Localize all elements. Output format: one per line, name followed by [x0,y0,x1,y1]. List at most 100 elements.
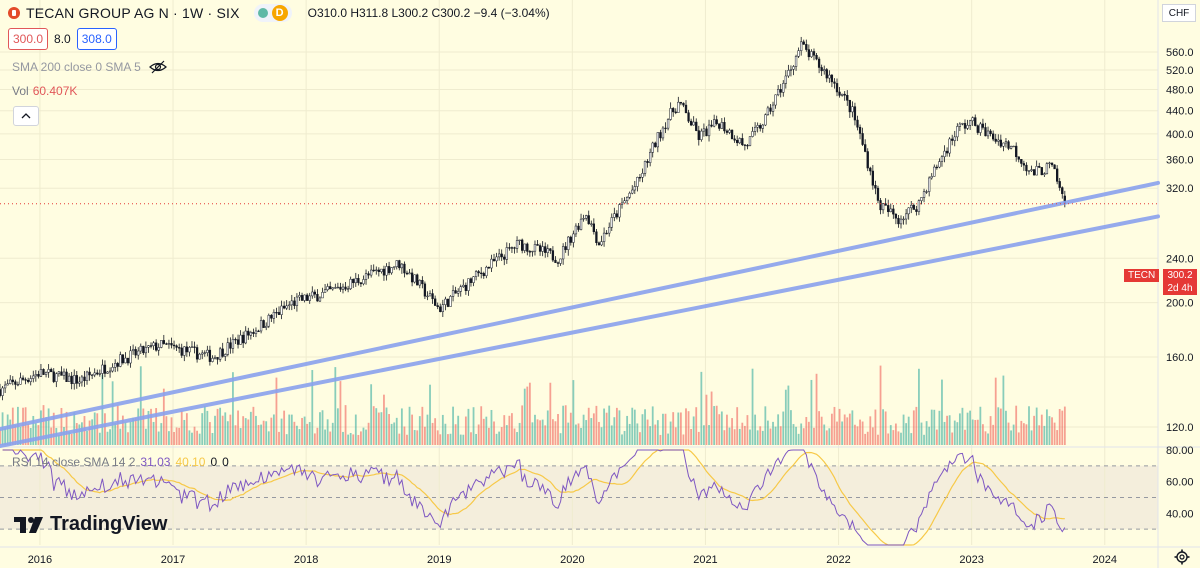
volume-bar [754,414,757,445]
volume-bar [288,414,291,445]
candle-body [705,128,708,137]
candle-body [1015,145,1018,158]
volume-bar [372,406,375,445]
candle-body [515,240,519,249]
volume-bar [313,433,316,445]
candle-body [362,279,365,285]
volume-bar [828,428,831,445]
hidden-eye-icon[interactable] [148,60,167,74]
candle-body [907,207,910,215]
time-tick-label: 2024 [1093,554,1117,566]
volume-bar [1015,405,1018,445]
symbol-price-tag: TECN [1124,269,1160,282]
candle-body [649,152,652,163]
candle-body [242,334,245,344]
candle-body [1040,167,1043,176]
volume-bar [78,424,81,445]
volume-bar [239,428,242,445]
volume-bar [700,371,703,445]
candle-body [718,123,721,129]
collapse-legend-button[interactable] [13,106,39,126]
candle-body [677,101,680,113]
volume-bar [306,423,309,445]
buy-button[interactable]: 308.0 [76,28,117,50]
volume-bar [746,415,749,445]
candle-body [602,232,606,242]
candle-body [992,133,995,140]
candle-body [213,357,217,359]
candle-body [659,132,662,139]
candle-body [567,236,570,250]
candle-body [300,295,304,301]
volume-bar [265,421,268,445]
candle-body [538,245,542,252]
volume-bar [385,407,388,445]
volume-bar [155,408,158,445]
candle-body [482,273,485,277]
candle-body [288,304,291,307]
volume-bar [603,408,605,445]
sma-legend[interactable]: SMA 200 close 0 SMA 5 [12,60,167,74]
candle-body [352,278,355,284]
volume-bar [951,432,954,445]
quote-box: 300.0 8.0 308.0 [8,28,117,50]
settings-gear-icon[interactable] [1174,549,1190,565]
candle-body [188,347,191,353]
candle-body [103,364,107,374]
candle-body [114,363,117,368]
volume-bar [211,433,214,445]
spread-value: 8.0 [54,32,71,46]
volume-bar [690,429,693,445]
symbol-title[interactable]: TECAN GROUP AG N · 1W · SIX [26,5,240,21]
volume-bar [459,434,462,445]
rsi-legend[interactable]: RSI 14 close SMA 14 2 31.03 40.10 0 0 [12,455,229,469]
candle-body [774,94,777,106]
volume-bar [720,411,723,445]
candle-body [316,293,319,302]
candle-body [981,123,985,128]
currency-selector[interactable]: CHF [1162,4,1196,22]
chevron-up-icon [21,113,31,119]
volume-bar [761,430,764,445]
rsi-tick-label: 80.00 [1166,445,1194,457]
tradingview-logo[interactable]: TradingView [14,513,167,536]
volume-bar [467,408,470,445]
volume-bar [961,407,964,445]
candle-body [382,268,386,276]
candle-body [306,294,309,301]
volume-legend[interactable]: Vol 60.407K [12,84,77,98]
volume-bar [480,406,483,445]
sell-button[interactable]: 300.0 [8,28,49,50]
volume-bar [879,365,882,445]
candle-body [840,93,844,96]
volume-bar [260,424,262,445]
candle-body [628,192,631,198]
volume-bar [613,417,616,445]
volume-bar [1058,409,1061,445]
candle-body [587,215,590,225]
volume-bar [449,433,452,445]
volume-bar [838,408,841,445]
candle-body [477,271,480,274]
volume-bar [490,409,493,445]
candle-body [472,276,475,283]
candle-body [925,191,928,193]
candle-body [180,347,183,356]
candle-body [733,138,736,141]
candle-body [139,345,142,352]
candle-body [83,376,86,381]
volume-bar [523,388,526,445]
volume-bar [795,426,797,445]
volume-bar [703,425,705,445]
volume-bar [710,391,713,445]
market-status[interactable]: D [253,4,292,22]
volume-bar [577,423,580,445]
volume-bar [316,427,319,445]
volume-bar [418,416,421,445]
volume-bar [790,410,792,445]
volume-bar [34,423,37,445]
volume-bar [587,407,590,445]
candle-body [90,374,94,377]
candle-body [321,291,324,299]
